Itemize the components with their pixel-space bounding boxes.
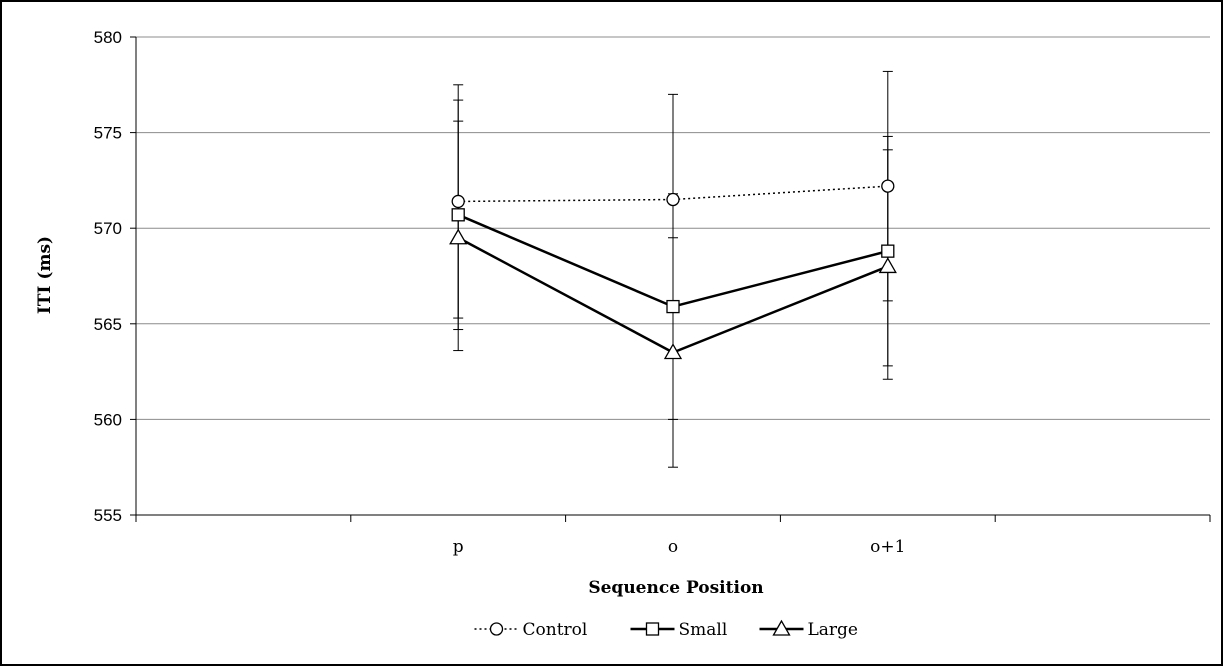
legend-label: Large bbox=[808, 620, 859, 640]
y-tick-label: 565 bbox=[94, 315, 122, 334]
y-tick-label: 580 bbox=[94, 28, 122, 47]
x-tick-label: o bbox=[668, 537, 678, 557]
y-tick-label: 560 bbox=[94, 410, 122, 429]
y-tick-label: 575 bbox=[94, 124, 122, 143]
data-point bbox=[881, 244, 895, 258]
data-point bbox=[881, 179, 895, 193]
x-tick-label: o+1 bbox=[870, 537, 905, 557]
data-point bbox=[451, 194, 465, 209]
legend-marker bbox=[489, 622, 504, 636]
x-axis-title: Sequence Position bbox=[588, 578, 763, 598]
data-point bbox=[666, 299, 680, 314]
data-point bbox=[663, 343, 683, 360]
legend-marker bbox=[645, 622, 660, 636]
x-tick-label: p bbox=[453, 537, 464, 557]
legend-item-control: Control bbox=[474, 620, 588, 640]
y-axis-title: ITI (ms) bbox=[35, 236, 55, 314]
y-tick-label: 570 bbox=[94, 219, 122, 238]
legend: Control Small Large bbox=[474, 619, 859, 640]
legend-marker bbox=[772, 619, 791, 636]
legend-item-small: Small bbox=[630, 620, 728, 640]
data-point bbox=[449, 228, 468, 245]
axes: 555 560 565 570 575 580 p o o+1 bbox=[94, 28, 1211, 557]
legend-label: Control bbox=[523, 620, 588, 640]
data-point bbox=[878, 257, 897, 274]
series-line-control bbox=[458, 185, 888, 203]
y-tick-label: 555 bbox=[94, 506, 122, 525]
legend-label: Small bbox=[679, 620, 728, 640]
data-point bbox=[666, 192, 680, 207]
legend-item-large: Large bbox=[759, 619, 859, 640]
series-markers bbox=[449, 179, 897, 360]
data-point bbox=[451, 208, 465, 222]
